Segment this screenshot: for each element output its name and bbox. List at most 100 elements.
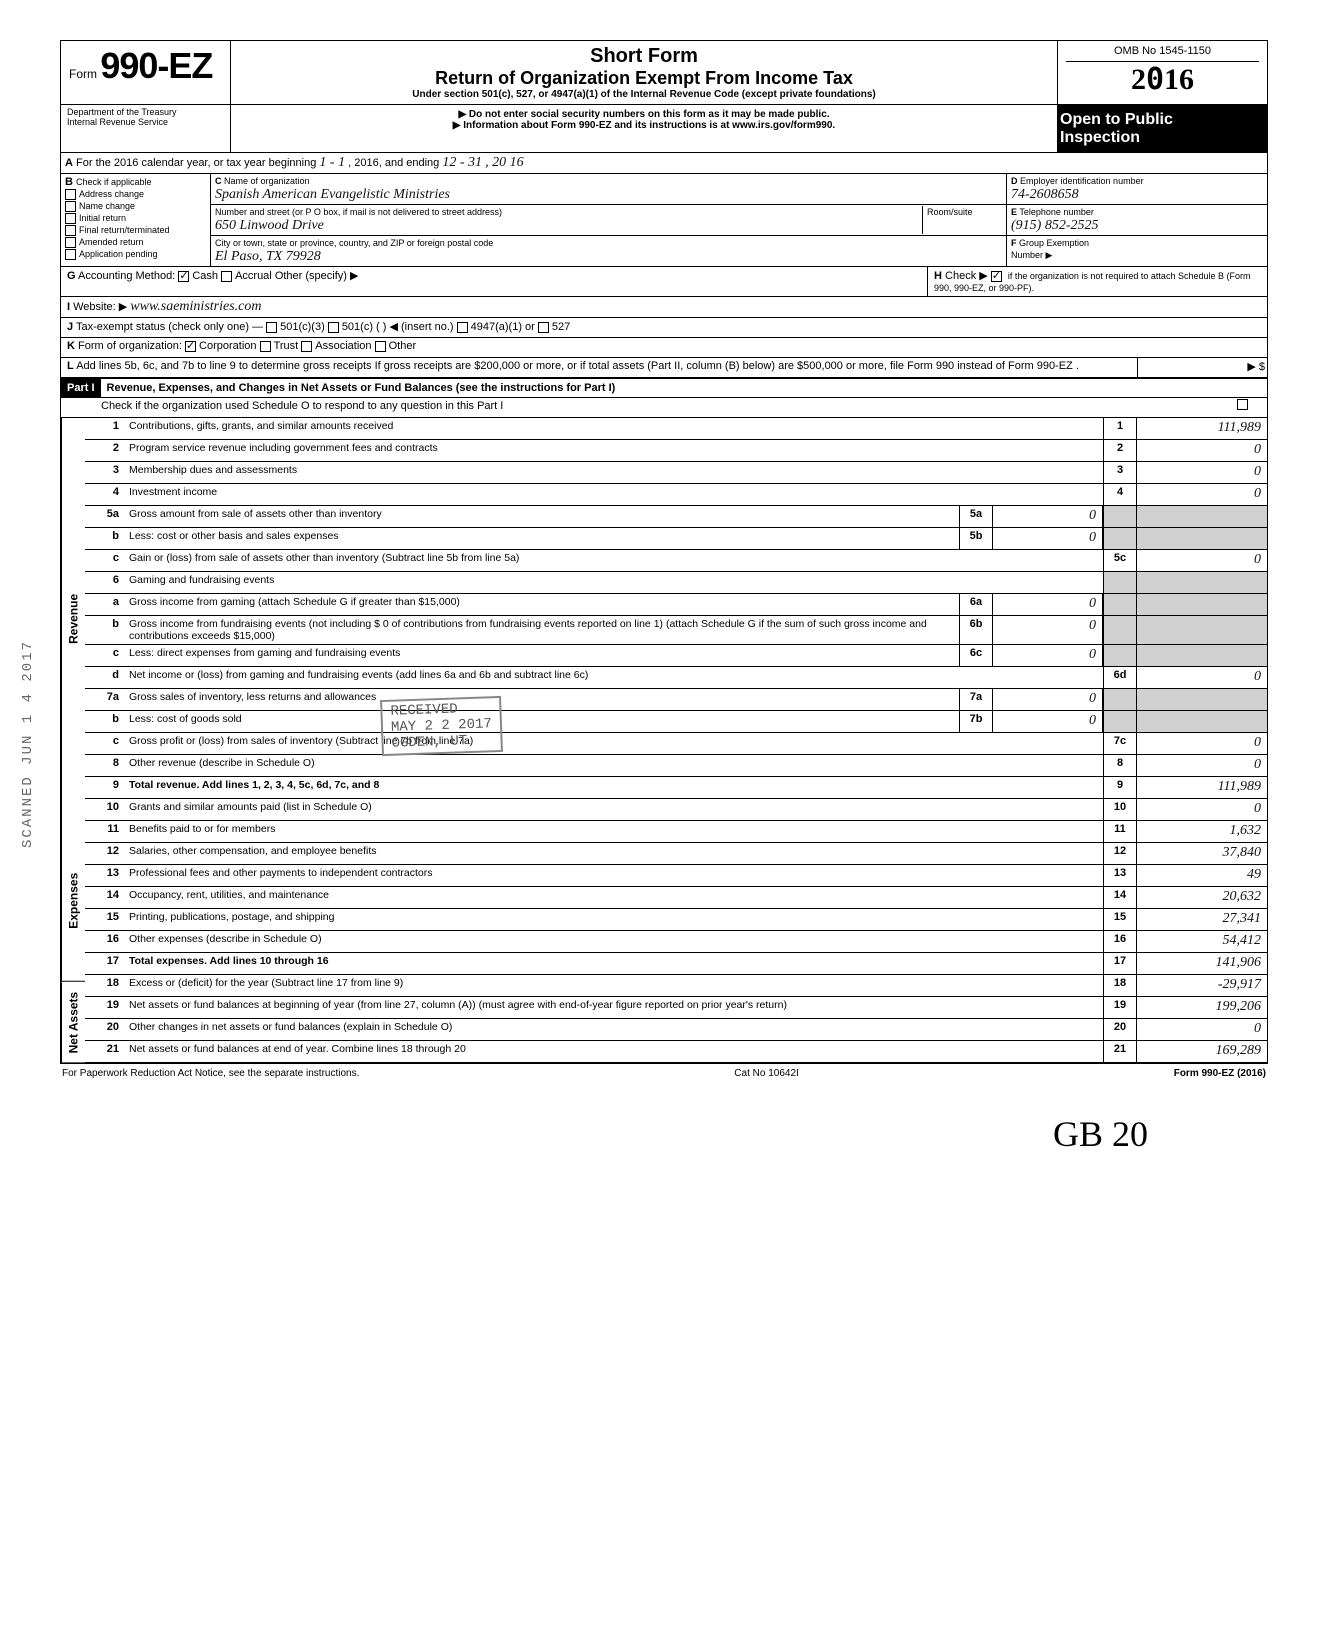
cb-amended[interactable] xyxy=(65,237,76,248)
mid-val: 0 xyxy=(993,528,1103,549)
line-text: Benefits paid to or for members xyxy=(125,821,1103,842)
cb-name-change[interactable] xyxy=(65,201,76,212)
shade-v xyxy=(1137,711,1267,732)
line-21: 21Net assets or fund balances at end of … xyxy=(85,1041,1267,1063)
line-num: 10 xyxy=(85,799,125,820)
box-val: 111,989 xyxy=(1137,777,1267,798)
line-text: Gain or (loss) from sale of assets other… xyxy=(125,550,1103,571)
line-text: Program service revenue including govern… xyxy=(125,440,1103,461)
mid-num: 5a xyxy=(959,506,993,527)
A-text: For the 2016 calendar year, or tax year … xyxy=(76,157,316,169)
cb-other-org[interactable] xyxy=(375,341,386,352)
cb-501c[interactable] xyxy=(328,322,339,333)
box-val: 111,989 xyxy=(1137,418,1267,439)
mid-num: 6b xyxy=(959,616,993,644)
line-text: Gross amount from sale of assets other t… xyxy=(125,506,959,527)
opt-initial: Initial return xyxy=(79,213,126,223)
opt-pending: Application pending xyxy=(79,249,158,259)
box-num: 18 xyxy=(1103,975,1137,996)
line-text: Other revenue (describe in Schedule O) xyxy=(125,755,1103,776)
shade-n xyxy=(1103,528,1137,549)
line-text: Grants and similar amounts paid (list in… xyxy=(125,799,1103,820)
box-val: 0 xyxy=(1137,799,1267,820)
mid-val: 0 xyxy=(993,689,1103,710)
line-6: 6Gaming and fundraising events xyxy=(85,572,1267,594)
line-18: 18Excess or (deficit) for the year (Subt… xyxy=(85,975,1267,997)
line-16: 16Other expenses (describe in Schedule O… xyxy=(85,931,1267,953)
dept-treasury: Department of the Treasury Internal Reve… xyxy=(61,105,231,152)
box-val: 1,632 xyxy=(1137,821,1267,842)
line-num: 8 xyxy=(85,755,125,776)
line-text: Professional fees and other payments to … xyxy=(125,865,1103,886)
box-num: 5c xyxy=(1103,550,1137,571)
cb-pending[interactable] xyxy=(65,249,76,260)
line-12: 12Salaries, other compensation, and empl… xyxy=(85,843,1267,865)
line-num: d xyxy=(85,667,125,688)
line-7a: 7aGross sales of inventory, less returns… xyxy=(85,689,1267,711)
line-A: A For the 2016 calendar year, or tax yea… xyxy=(61,153,1267,174)
footer-right: Form 990-EZ (2016) xyxy=(1174,1068,1266,1079)
box-val: 169,289 xyxy=(1137,1041,1267,1062)
box-val: -29,917 xyxy=(1137,975,1267,996)
line-20: 20Other changes in net assets or fund ba… xyxy=(85,1019,1267,1041)
opt-accrual: Accrual xyxy=(235,270,272,282)
part1-header: Part I Revenue, Expenses, and Changes in… xyxy=(61,378,1267,398)
cb-assoc[interactable] xyxy=(301,341,312,352)
line-text: Occupancy, rent, utilities, and maintena… xyxy=(125,887,1103,908)
line-num: 12 xyxy=(85,843,125,864)
cb-527[interactable] xyxy=(538,322,549,333)
title-short-form: Short Form xyxy=(239,45,1049,68)
shade-n xyxy=(1103,506,1137,527)
cb-initial[interactable] xyxy=(65,213,76,224)
C-city-lbl: City or town, state or province, country… xyxy=(215,238,493,248)
line-4: 4Investment income40 xyxy=(85,484,1267,506)
cb-corp[interactable] xyxy=(185,341,196,352)
cb-501c3[interactable] xyxy=(266,322,277,333)
line-9: 9Total revenue. Add lines 1, 2, 3, 4, 5c… xyxy=(85,777,1267,799)
stamp-place: OGDEN, UT xyxy=(391,732,492,752)
phone: (915) 852-2525 xyxy=(1011,218,1099,233)
cb-final[interactable] xyxy=(65,225,76,236)
part1-title: Revenue, Expenses, and Changes in Net As… xyxy=(101,379,1267,397)
box-num: 20 xyxy=(1103,1019,1137,1040)
open-to-public: Open to Public Inspection xyxy=(1058,105,1267,152)
line-num: 4 xyxy=(85,484,125,505)
opt-trust: Trust xyxy=(274,340,299,352)
line-text: Total revenue. Add lines 1, 2, 3, 4, 5c,… xyxy=(125,777,1103,798)
cb-trust[interactable] xyxy=(260,341,271,352)
mid-num: 5b xyxy=(959,528,993,549)
cb-address-change[interactable] xyxy=(65,189,76,200)
A-mid: , 2016, and ending xyxy=(348,157,439,169)
cb-schedule-b[interactable] xyxy=(991,271,1002,282)
lines-container: 1Contributions, gifts, grants, and simil… xyxy=(85,418,1267,1063)
section-DEF: D Employer identification number 74-2608… xyxy=(1007,174,1267,266)
shade-v xyxy=(1137,689,1267,710)
line-text: Gross profit or (loss) from sales of inv… xyxy=(125,733,1103,754)
H-txt: Check ▶ xyxy=(945,270,988,282)
line-text: Total expenses. Add lines 10 through 16 xyxy=(125,953,1103,974)
website: www.saeministries.com xyxy=(130,299,261,314)
box-num: 17 xyxy=(1103,953,1137,974)
box-num: 10 xyxy=(1103,799,1137,820)
line-text: Gross income from gaming (attach Schedul… xyxy=(125,594,959,615)
cb-schedule-o[interactable] xyxy=(1237,399,1248,410)
opt-other-org: Other xyxy=(389,340,417,352)
footer: For Paperwork Reduction Act Notice, see … xyxy=(60,1064,1268,1083)
line-num: b xyxy=(85,616,125,644)
shade-v xyxy=(1137,572,1267,593)
line-15: 15Printing, publications, postage, and s… xyxy=(85,909,1267,931)
org-name: Spanish American Evangelistic Ministries xyxy=(215,187,450,202)
shade-v xyxy=(1137,645,1267,666)
cb-accrual[interactable] xyxy=(221,271,232,282)
box-num: 13 xyxy=(1103,865,1137,886)
box-val: 0 xyxy=(1137,733,1267,754)
box-num: 7c xyxy=(1103,733,1137,754)
section-C: C Name of organization Spanish American … xyxy=(211,174,1007,266)
cb-cash[interactable] xyxy=(178,271,189,282)
cb-4947[interactable] xyxy=(457,322,468,333)
box-num: 11 xyxy=(1103,821,1137,842)
F-lbl2: Number ▶ xyxy=(1011,250,1052,260)
line-text: Membership dues and assessments xyxy=(125,462,1103,483)
opt-address: Address change xyxy=(79,189,144,199)
omb-number: OMB No 1545-1150 xyxy=(1066,45,1259,62)
